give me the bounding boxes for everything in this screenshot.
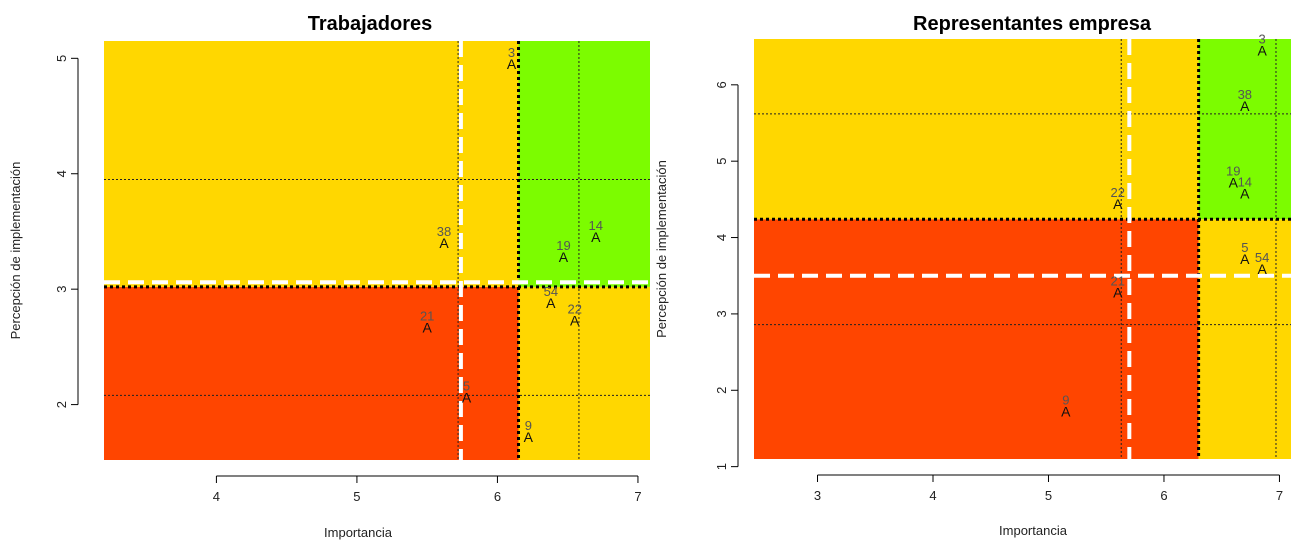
quadrant-region-yellow [104, 41, 519, 287]
data-point-label: 38 [1238, 87, 1252, 102]
data-point-marker: A [1229, 175, 1239, 191]
data-point-label: 21 [1111, 274, 1125, 289]
data-point-label: 14 [589, 218, 603, 233]
data-point-label: 38 [437, 224, 451, 239]
data-point-marker: A [1240, 185, 1250, 201]
data-point-marker: A [507, 56, 517, 72]
y-axis-label: Percepción de implementación [8, 162, 23, 340]
data-point-label: 54 [1255, 250, 1269, 265]
data-point-marker: A [1257, 42, 1267, 58]
data-point-marker: A [570, 312, 580, 328]
x-tick-label: 5 [1045, 488, 1052, 503]
quadrant-region-red [104, 286, 519, 460]
data-point-label: 3 [1259, 31, 1266, 46]
x-tick-label: 3 [814, 488, 821, 503]
y-tick-label: 2 [714, 387, 729, 394]
data-point-label: 21 [420, 308, 434, 323]
data-point-label: 22 [567, 301, 581, 316]
y-tick-label: 3 [714, 310, 729, 317]
data-point-marker: A [546, 295, 556, 311]
y-tick-label: 5 [54, 55, 69, 62]
data-point-marker: A [462, 390, 472, 406]
data-point-marker: A [1113, 196, 1123, 212]
y-tick-label: 3 [54, 286, 69, 293]
x-tick-label: 7 [1276, 488, 1283, 503]
x-tick-label: 6 [1160, 488, 1167, 503]
y-axis-label: Percepción de implementación [654, 160, 669, 338]
quadrant-region-yellow [518, 286, 650, 460]
data-point-marker: A [524, 429, 534, 445]
y-tick-label: 4 [714, 234, 729, 241]
x-tick-label: 4 [213, 489, 220, 504]
chart-title: Trabajadores [308, 13, 433, 35]
chart-trabajadores: Trabajadores A 3 A 38 A 14 A 19 A 54 A 22 A 21 A 5 A 9 4 5 6 7… [8, 13, 650, 540]
y-tick-label: 4 [54, 170, 69, 177]
data-point-label: 22 [1111, 185, 1125, 200]
chart-representantes-empresa-svg: Representantes empresaA3A38A19A14A22A5A5… [654, 13, 1291, 538]
data-point-label: 5 [1241, 240, 1248, 255]
data-point-marker: A [1257, 261, 1267, 277]
data-point-marker: A [591, 229, 601, 245]
data-point-label: 9 [525, 418, 532, 433]
quadrant-region-yellow [754, 39, 1199, 220]
x-tick-label: 4 [929, 488, 936, 503]
data-point-label: 14 [1238, 174, 1252, 189]
y-tick-label: 1 [714, 463, 729, 470]
data-point-label: 54 [544, 284, 558, 299]
x-axis-label: Importancia [999, 523, 1068, 538]
chart-representantes-empresa: Representantes empresa A 3 A 38 A 19 A 14 A 22 A 5 A 5… [650, 0, 1291, 540]
y-tick-label: 5 [714, 158, 729, 165]
x-tick-label: 7 [634, 489, 641, 504]
x-axis-label: Importancia [324, 525, 393, 540]
y-tick-label: 2 [54, 401, 69, 408]
x-tick-label: 5 [353, 489, 360, 504]
data-point-marker: A [559, 249, 569, 265]
quadrant-region-red [754, 219, 1199, 459]
quadrant-region-green [1198, 39, 1291, 220]
chart-title: Representantes empresa [913, 13, 1152, 35]
data-point-label: 3 [508, 45, 515, 60]
data-point-label: 9 [1062, 393, 1069, 408]
data-point-label: 19 [556, 238, 570, 253]
data-point-marker: A [1061, 404, 1071, 420]
quadrant-region-green [518, 41, 650, 287]
data-point-marker: A [423, 319, 433, 335]
x-tick-label: 6 [494, 489, 501, 504]
y-tick-label: 6 [714, 81, 729, 88]
data-point-marker: A [1113, 285, 1123, 301]
data-point-marker: A [439, 235, 449, 251]
data-point-marker: A [1240, 251, 1250, 267]
data-point-label: 19 [1226, 164, 1240, 179]
data-point-label: 5 [463, 379, 470, 394]
data-point-marker: A [1240, 98, 1250, 114]
